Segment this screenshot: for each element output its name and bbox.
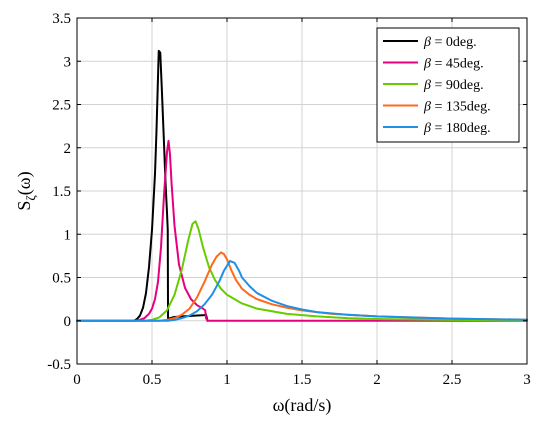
legend-items: β = 0deg.β = 45deg.β = 90deg.β = 135deg.…: [383, 35, 491, 136]
legend-label-0: β = 0deg.: [423, 35, 477, 50]
y-axis-label-tail: (ω): [14, 171, 35, 195]
x-tick-label: 1: [223, 372, 231, 388]
y-axis-label-main: S: [14, 201, 34, 211]
x-tick-label: 1.5: [293, 372, 312, 388]
y-tick-label: 3.5: [52, 11, 71, 27]
legend-label-symbol: β: [423, 78, 431, 93]
y-tick-label: -0.5: [47, 357, 71, 373]
legend-label-text: = 180deg.: [431, 121, 491, 136]
legend-label-text: = 0deg.: [431, 35, 477, 50]
legend-label-1: β = 45deg.: [423, 57, 484, 72]
x-tick-label: 2.5: [443, 372, 462, 388]
x-axis-label: ω(rad/s): [273, 395, 332, 416]
x-tick-label: 3: [523, 372, 531, 388]
legend-label-symbol: β: [423, 57, 431, 72]
legend-label-text: = 135deg.: [431, 100, 491, 115]
legend-label-symbol: β: [423, 35, 431, 50]
legend-label-4: β = 180deg.: [423, 121, 491, 136]
legend: β = 0deg.β = 45deg.β = 90deg.β = 135deg.…: [376, 27, 520, 143]
y-axis-label: Sζ(ω): [14, 171, 38, 210]
y-tick-label: 1: [64, 227, 72, 243]
series-line-4: [76, 260, 528, 322]
x-tick-label: 2: [373, 372, 381, 388]
series-layer: [76, 49, 528, 322]
series-line-1: [76, 139, 528, 322]
legend-label-symbol: β: [423, 100, 431, 115]
x-tick-label: 0.5: [143, 372, 162, 388]
legend-label-3: β = 135deg.: [423, 100, 491, 115]
y-tick-label: 3: [64, 54, 72, 70]
y-tick-label: 0: [64, 314, 72, 330]
legend-label-symbol: β: [423, 121, 431, 136]
legend-label-2: β = 90deg.: [423, 78, 484, 93]
y-tick-label: 0.5: [52, 271, 71, 287]
series-line-2: [76, 220, 528, 322]
legend-label-text: = 45deg.: [431, 57, 484, 72]
y-tick-label: 2: [64, 141, 72, 157]
y-axis-label-subscript: ζ: [23, 195, 38, 201]
x-tick-label: 0: [73, 372, 81, 388]
legend-label-text: = 90deg.: [431, 78, 484, 93]
tick-layer: 0 0.5 1 1.5 2 2.5 3-0.500.511.522.533.5: [47, 11, 531, 388]
y-tick-label: 1.5: [52, 184, 71, 200]
y-tick-label: 2.5: [52, 98, 71, 114]
